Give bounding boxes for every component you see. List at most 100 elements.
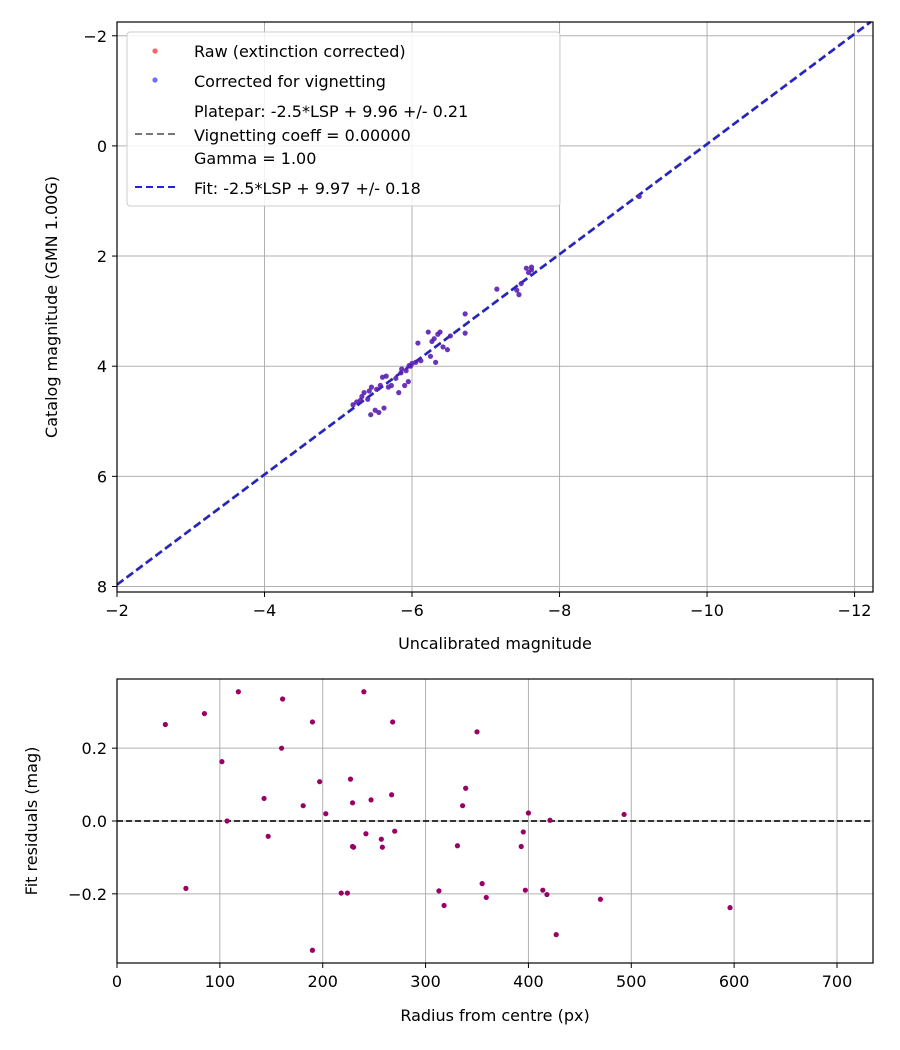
legend-platepar-line-1: Platepar: -2.5*LSP + 9.96 +/- 0.21: [194, 102, 468, 121]
top-x-tick-label: −4: [253, 601, 277, 620]
top-y-tick-label: 4: [97, 357, 107, 376]
top-y-axis-label: Catalog magnitude (GMN 1.00G): [42, 176, 61, 438]
residual-point: [727, 905, 733, 911]
data-point: [528, 264, 535, 270]
residual-point: [278, 745, 285, 751]
top-x-tick-label: −2: [105, 601, 129, 620]
data-point: [398, 370, 404, 376]
residual-point: [544, 891, 550, 898]
data-point: [365, 396, 371, 402]
data-point: [518, 280, 524, 287]
residual-point: [436, 888, 442, 894]
data-point: [368, 384, 375, 390]
data-point: [381, 405, 387, 411]
data-point: [636, 193, 642, 200]
data-point: [437, 329, 443, 335]
residual-point: [183, 885, 189, 891]
data-point: [516, 292, 522, 298]
residual-point: [317, 779, 323, 785]
residual-point: [392, 828, 398, 834]
calibration-plot: −2 −4 −6 −8 −10 −12 −2 0 2 4 6 8 Uncalibrated magn…: [42, 21, 874, 653]
residual-point: [520, 829, 526, 835]
data-point: [440, 344, 446, 350]
data-point: [444, 347, 451, 353]
residual-point: [518, 843, 524, 850]
data-point: [523, 265, 529, 271]
residual-point: [379, 844, 385, 850]
residual-point: [368, 797, 374, 803]
data-point: [388, 382, 394, 389]
residual-point: [219, 759, 225, 765]
top-x-tick-label: −12: [838, 601, 872, 620]
bottom-x-tick-label: 100: [205, 972, 236, 991]
top-y-tick-label: 0: [97, 137, 107, 156]
bottom-x-tick-label: 300: [410, 972, 441, 991]
top-y-ticks: −2 0 2 4 6 8: [83, 27, 117, 596]
top-points: [350, 193, 642, 418]
residual-point: [338, 890, 344, 896]
residual-point: [235, 689, 241, 695]
residual-point: [390, 719, 396, 725]
legend-vignetting-marker: [152, 77, 158, 83]
residual-point: [162, 721, 168, 728]
data-point: [366, 388, 372, 394]
bottom-x-tick-label: 200: [307, 972, 338, 991]
residual-point: [344, 890, 350, 896]
residual-point: [347, 776, 354, 782]
data-point: [425, 329, 431, 335]
data-point: [376, 409, 382, 416]
data-point: [405, 379, 411, 385]
data-point: [377, 382, 383, 389]
data-point: [462, 330, 468, 336]
bottom-y-ticks: −0.2 0.0 0.2: [68, 739, 117, 904]
top-x-axis-label: Uncalibrated magnitude: [398, 634, 592, 653]
residual-point: [261, 795, 267, 802]
data-point: [427, 353, 434, 359]
data-point: [396, 390, 402, 396]
residual-point: [300, 803, 306, 809]
residual-point: [309, 719, 316, 725]
top-x-ticks: −2 −4 −6 −8 −10 −12: [105, 592, 871, 620]
data-point: [393, 375, 399, 381]
residual-point: [378, 836, 384, 842]
residual-point: [547, 817, 553, 823]
data-point: [433, 359, 439, 365]
residual-point: [441, 902, 447, 909]
top-x-tick-label: −8: [548, 601, 572, 620]
residual-point: [389, 792, 395, 798]
data-point: [462, 311, 468, 317]
residual-point: [621, 811, 627, 818]
top-lines: [116, 21, 872, 586]
top-y-tick-label: 2: [97, 247, 107, 266]
top-axes-frame: [116, 21, 874, 593]
residual-point: [363, 831, 369, 837]
legend-vignetting-label: Corrected for vignetting: [194, 72, 386, 91]
residual-point: [522, 887, 528, 893]
legend-platepar-line-2: Vignetting coeff = 0.00000: [194, 126, 411, 145]
data-point: [374, 386, 380, 392]
data-point: [403, 368, 409, 374]
legend-box: [126, 31, 561, 207]
residual-point: [309, 947, 316, 953]
legend-raw-marker: [152, 48, 158, 54]
data-point: [350, 402, 356, 408]
residual-point: [463, 785, 469, 791]
data-point: [514, 287, 520, 293]
residual-point: [474, 729, 480, 735]
residual-point: [361, 689, 367, 695]
residual-point: [597, 896, 604, 902]
bottom-x-tick-label: 400: [513, 972, 544, 991]
legend-raw-label: Raw (extinction corrected): [194, 42, 406, 61]
data-point: [402, 382, 408, 389]
residual-point: [280, 696, 286, 702]
data-point: [383, 373, 389, 379]
bottom-y-tick-label: 0.0: [82, 812, 107, 831]
top-y-tick-label: −2: [83, 27, 107, 46]
bottom-x-ticks: 0 100 200 300 400 500 600 700: [112, 963, 852, 991]
legend: Raw (extinction corrected) Corrected for…: [126, 31, 561, 207]
residual-point: [224, 818, 230, 824]
data-point: [361, 390, 367, 396]
residual-point: [479, 881, 485, 887]
residual-point: [483, 894, 489, 901]
